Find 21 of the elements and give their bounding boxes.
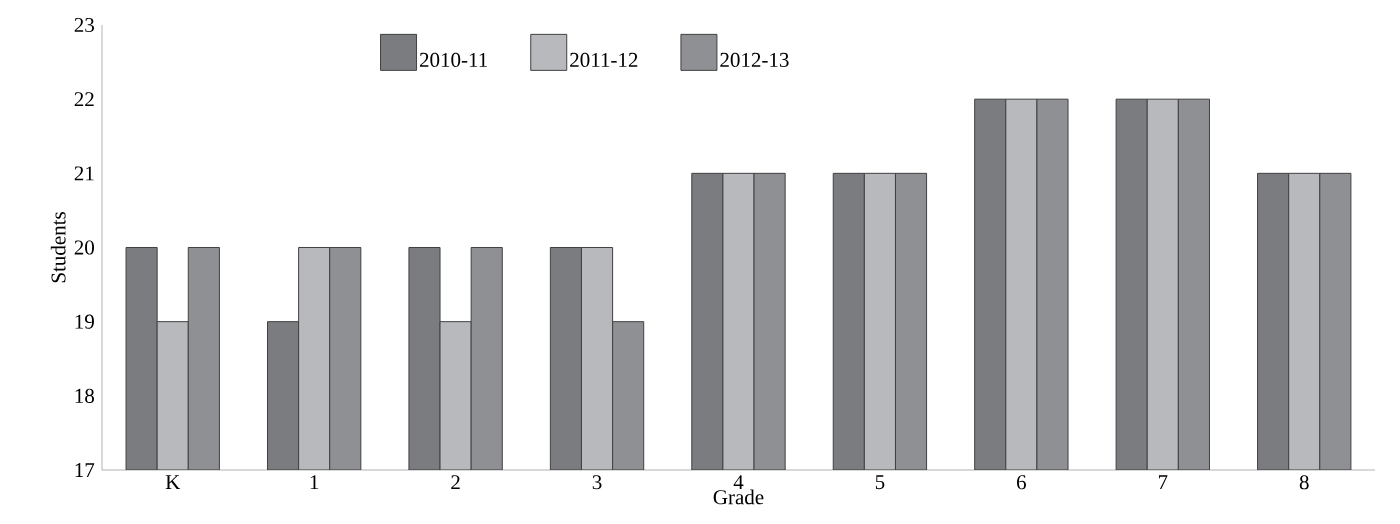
legend-label: 2011-12	[570, 52, 638, 67]
x-tick-label: 4	[733, 475, 744, 490]
y-tick-label: 23	[74, 17, 94, 33]
y-tick-label: 19	[75, 314, 94, 329]
x-tick-label: 2	[451, 475, 460, 490]
y-tick-label: 17	[75, 463, 95, 477]
x-tick-label: 7	[1158, 475, 1168, 489]
x-axis-title: Grade	[713, 489, 764, 505]
legend-label: 2010-11	[419, 52, 487, 67]
legend-label: 2012-13	[720, 52, 789, 67]
x-tick-label: 1	[310, 475, 319, 490]
y-tick-label: 21	[74, 166, 94, 181]
y-tick-label: 18	[75, 388, 94, 403]
x-tick-label: 3	[592, 475, 602, 490]
x-tick-label: 5	[875, 475, 885, 490]
y-axis-title: Students	[50, 212, 66, 283]
x-tick-label: K	[165, 475, 181, 489]
x-tick-label: 8	[1299, 475, 1309, 490]
y-tick-label: 22	[74, 92, 94, 107]
x-tick-label: 6	[1017, 475, 1026, 490]
y-tick-label: 20	[74, 240, 94, 255]
